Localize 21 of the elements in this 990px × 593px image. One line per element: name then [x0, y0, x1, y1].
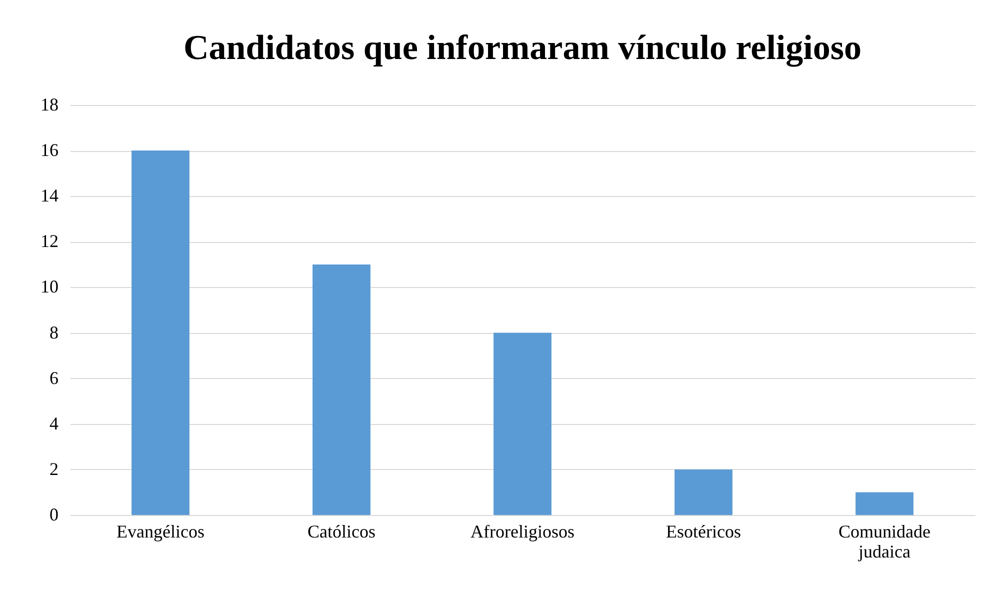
y-tick-label: 14: [40, 186, 58, 206]
y-tick-label: 0: [50, 504, 58, 524]
x-tick-label: Esotéricos: [666, 522, 741, 542]
y-tick-label: 18: [40, 94, 58, 114]
chart-title: Candidatos que informaram vínculo religioso: [183, 28, 862, 67]
y-tick-label: 2: [50, 458, 58, 479]
bar: [674, 469, 732, 515]
x-tick-label: Evangélicos: [116, 522, 204, 542]
y-tick-label: 16: [40, 140, 58, 160]
bar: [132, 150, 190, 515]
bar: [494, 332, 552, 515]
bar: [856, 492, 914, 515]
y-tick-label: 12: [40, 231, 58, 252]
y-tick-label: 4: [50, 413, 58, 434]
x-tick-label: Comunidade judaica: [838, 522, 930, 562]
x-tick-label: Católicos: [308, 522, 376, 542]
y-tick-label: 6: [50, 368, 58, 388]
y-tick-label: 10: [40, 276, 58, 297]
bar: [312, 264, 370, 515]
y-tick-label: 8: [50, 322, 58, 342]
x-tick-label: Afroreligiosos: [470, 522, 574, 542]
